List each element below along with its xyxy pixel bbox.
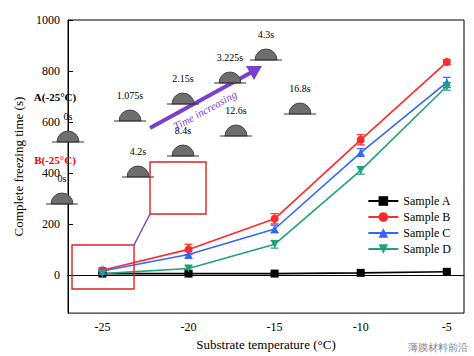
svg-text:400: 400: [42, 165, 60, 180]
svg-text:600: 600: [42, 115, 60, 129]
svg-text:Sample B: Sample B: [403, 210, 450, 224]
svg-text:Sample C: Sample C: [403, 226, 450, 240]
svg-text:8.4s: 8.4s: [174, 124, 192, 136]
svg-text:Complete freezing time (s): Complete freezing time (s): [11, 97, 26, 237]
svg-text:4.3s: 4.3s: [258, 29, 275, 40]
svg-text:800: 800: [42, 64, 60, 78]
svg-text:-25: -25: [94, 320, 110, 334]
svg-text:200: 200: [42, 217, 60, 231]
svg-text:0: 0: [54, 268, 60, 282]
svg-text:12.6s: 12.6s: [225, 105, 247, 116]
svg-text:Sample A: Sample A: [403, 194, 450, 208]
svg-text:0s: 0s: [64, 111, 73, 122]
svg-text:1.075s: 1.075s: [117, 90, 144, 101]
svg-text:-20: -20: [181, 320, 197, 334]
svg-text:Sample D: Sample D: [403, 242, 451, 256]
svg-text:1000: 1000: [36, 13, 60, 27]
svg-text:0s: 0s: [58, 173, 67, 184]
svg-text:B(-25°C): B(-25°C): [34, 154, 76, 167]
svg-text:3.225s: 3.225s: [217, 52, 244, 63]
svg-text:Substrate temperature (°C): Substrate temperature (°C): [196, 337, 335, 352]
svg-text:4.2s: 4.2s: [130, 146, 147, 157]
svg-text:-15: -15: [267, 320, 283, 334]
svg-text:-5: -5: [442, 320, 452, 334]
svg-text:Time increasing: Time increasing: [171, 88, 239, 132]
svg-text:-10: -10: [353, 320, 369, 334]
svg-text:薄膜材料前沿: 薄膜材料前沿: [408, 342, 468, 353]
svg-text:16.8s: 16.8s: [289, 83, 311, 94]
svg-text:2.15s: 2.15s: [172, 73, 194, 84]
svg-text:A(-25°C): A(-25°C): [34, 91, 77, 104]
